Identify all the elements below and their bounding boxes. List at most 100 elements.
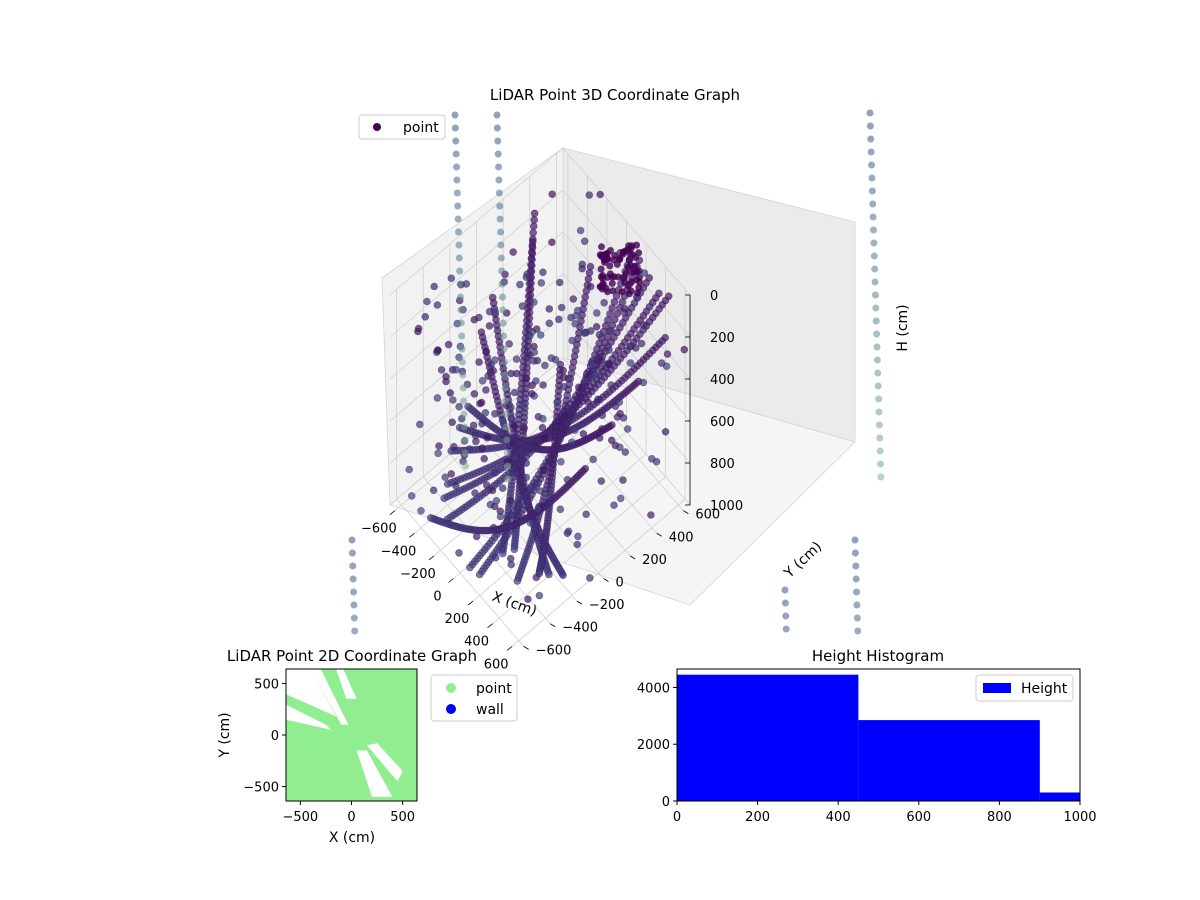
point-3d	[540, 434, 549, 443]
point-3d-far	[851, 536, 859, 544]
point-3d	[536, 487, 545, 495]
point-3d	[598, 411, 607, 420]
gap-2d	[366, 743, 403, 782]
y-tick-3d	[523, 646, 529, 650]
ticks-2d: −500−500 0 0 500 500	[243, 677, 415, 825]
y-tick-label-3d: −400	[562, 621, 598, 636]
point-3d	[606, 262, 614, 270]
point-3d-far	[348, 536, 356, 544]
legend-2d-wall-label: wall	[476, 702, 504, 718]
x-tick-label-2d: 500	[390, 810, 415, 825]
point-3d-far	[499, 306, 507, 314]
point-3d-far	[497, 241, 505, 249]
x-tick-label-3d: −400	[381, 544, 417, 559]
y-tick-label-histogram: 0	[662, 795, 670, 810]
point-3d	[625, 290, 633, 298]
point-3d-far	[452, 137, 460, 145]
point-3d	[541, 361, 549, 370]
chart-2d: LiDAR Point 2D Coordinate Graph −500−500…	[217, 647, 518, 846]
point-3d	[510, 421, 518, 430]
point-3d	[516, 280, 524, 289]
point-3d-far	[460, 397, 468, 405]
x-tick-label-3d: −200	[400, 567, 436, 582]
point-3d	[588, 361, 597, 369]
point-3d-far	[496, 215, 504, 223]
point-3d	[430, 282, 439, 291]
point-3d	[596, 283, 604, 291]
point-3d	[498, 484, 507, 493]
point-3d-far	[349, 575, 357, 583]
point-3d	[603, 250, 611, 257]
point-3d	[635, 284, 643, 292]
x-tick-3d	[506, 646, 513, 651]
point-3d	[433, 394, 442, 402]
point-3d-far	[495, 189, 503, 197]
point-3d-far	[462, 462, 470, 470]
point-3d-far	[458, 332, 466, 340]
point-3d	[615, 398, 624, 407]
point-3d	[545, 570, 553, 579]
point-3d	[578, 260, 587, 269]
point-3d-far	[868, 174, 876, 182]
point-3d	[571, 319, 580, 328]
y-tick-3d	[550, 623, 556, 628]
point-3d-far	[457, 306, 465, 314]
point-3d	[536, 331, 545, 339]
point-3d	[647, 454, 656, 463]
point-3d	[597, 252, 605, 260]
point-3d	[528, 381, 537, 390]
point-3d-far	[874, 369, 882, 377]
z-tick-label-3d: 800	[710, 457, 735, 472]
x-tick-label-histogram: 200	[745, 810, 770, 825]
point-3d-far	[873, 343, 881, 351]
point-3d	[447, 470, 456, 478]
legend-2d-wall-marker	[446, 704, 456, 714]
point-3d-far	[782, 625, 790, 633]
point-3d	[478, 444, 487, 452]
point-3d	[488, 486, 497, 495]
point-3d-far	[452, 150, 460, 158]
scatter-3d-points	[348, 109, 885, 635]
point-3d	[437, 366, 446, 374]
point-3d	[554, 315, 563, 324]
point-3d	[472, 532, 481, 541]
point-3d	[590, 371, 599, 380]
point-3d	[573, 306, 582, 315]
point-3d	[491, 409, 499, 418]
point-3d-far	[872, 304, 880, 312]
point-3d-far	[500, 345, 508, 353]
legend-2d-point-marker	[446, 683, 456, 693]
point-3d	[573, 540, 582, 549]
point-3d	[499, 417, 508, 426]
point-3d	[433, 301, 442, 309]
x-tick-label-histogram: 0	[673, 810, 681, 825]
x-tick-3d	[389, 510, 396, 515]
histogram-title: Height Histogram	[812, 647, 944, 665]
point-3d	[557, 303, 566, 312]
point-3d-far	[854, 627, 862, 635]
point-3d-far	[867, 148, 875, 156]
legend-2d: point wall	[430, 674, 518, 722]
x-tick-3d	[428, 555, 435, 561]
point-3d	[607, 436, 616, 445]
point-3d	[448, 418, 457, 427]
y-axis-label-2d: Y (cm)	[217, 712, 233, 758]
point-3d	[417, 506, 425, 515]
point-3d	[530, 209, 539, 218]
point-3d	[506, 403, 515, 412]
x-tick-label-2d: 0	[347, 810, 355, 825]
point-3d-far	[853, 588, 861, 596]
x-tick-3d	[409, 532, 415, 538]
point-3d	[509, 438, 517, 447]
point-3d	[626, 359, 635, 367]
point-3d	[563, 529, 572, 538]
point-3d	[530, 216, 539, 224]
point-3d	[522, 273, 531, 282]
point-3d-far	[494, 137, 502, 145]
point-3d	[582, 370, 591, 378]
y-tick-label-2d: 500	[254, 677, 279, 692]
point-3d	[633, 276, 641, 284]
point-3d-far	[853, 601, 861, 609]
point-3d-far	[498, 267, 506, 275]
point-3d	[481, 408, 490, 417]
